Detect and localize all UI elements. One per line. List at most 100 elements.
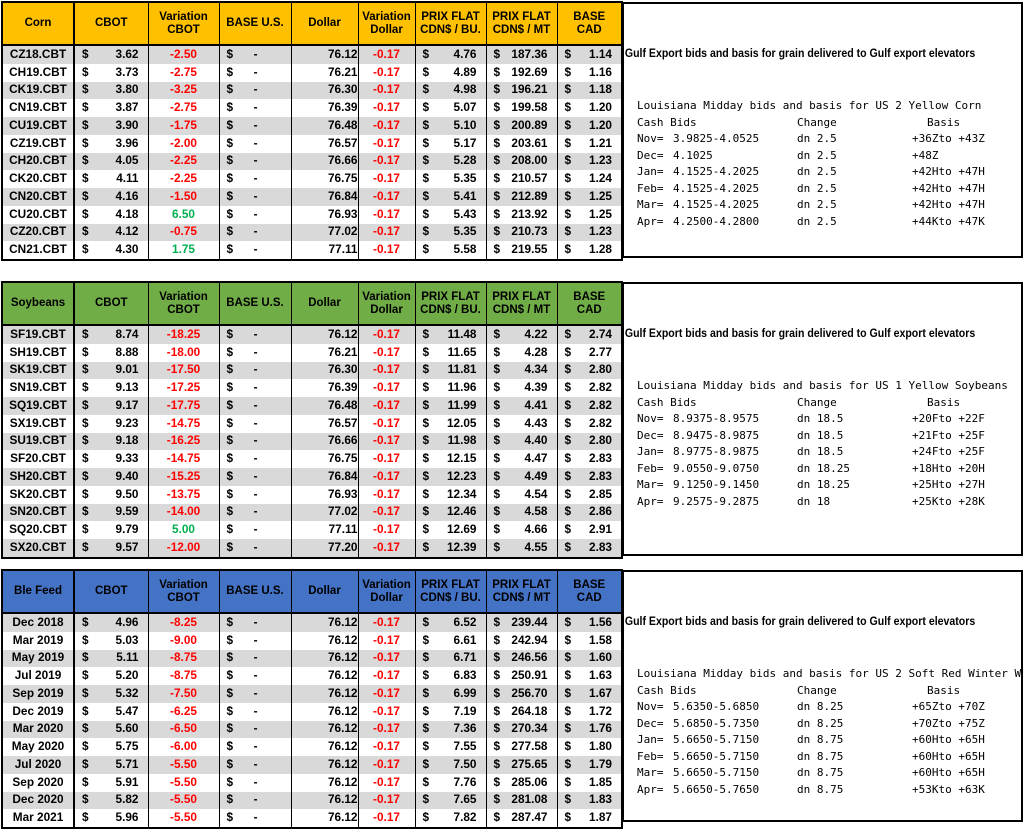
base-us-cell[interactable]: $ - xyxy=(218,223,291,242)
column-header[interactable]: Variation CBOT xyxy=(147,2,219,46)
column-header[interactable]: BASE CAD xyxy=(556,282,622,326)
base-us-cell[interactable]: $ - xyxy=(218,485,291,504)
base-cad-cell[interactable]: $1.20 xyxy=(556,117,622,135)
column-header[interactable]: Dollar xyxy=(290,570,358,614)
variation-dollar-cell[interactable]: -0.17 xyxy=(357,99,415,117)
base-cad-cell[interactable]: $1.85 xyxy=(556,773,622,792)
cbot-price-cell[interactable]: $4.18 xyxy=(73,205,148,224)
flat-price-mt-cell[interactable]: $4.28 xyxy=(485,343,557,362)
base-us-cell[interactable]: $ - xyxy=(218,134,291,153)
base-us-cell[interactable]: $ - xyxy=(218,702,291,721)
contract-label-cell[interactable]: May 2019 xyxy=(11,650,65,665)
flat-price-bu-cell[interactable]: $12.69 xyxy=(414,521,486,539)
base-cad-cell[interactable]: $1.18 xyxy=(556,81,622,100)
column-header[interactable]: CBOT xyxy=(73,2,148,46)
flat-price-mt-cell[interactable]: $264.18 xyxy=(485,702,557,721)
column-header[interactable]: PRIX FLAT CDN$ / BU. xyxy=(414,282,486,326)
column-header[interactable]: Variation CBOT xyxy=(147,282,219,326)
contract-label-cell[interactable]: SX20.CBT xyxy=(9,539,67,554)
table-title-cell[interactable]: Corn xyxy=(2,2,74,46)
base-us-cell[interactable]: $ - xyxy=(218,361,291,380)
flat-price-mt-cell[interactable]: $213.92 xyxy=(485,205,557,224)
variation-dollar-cell[interactable]: -0.17 xyxy=(357,685,415,703)
variation-dollar-cell[interactable]: -0.17 xyxy=(357,117,415,135)
base-cad-cell[interactable]: $2.83 xyxy=(556,450,622,468)
base-cad-cell[interactable]: $2.77 xyxy=(556,343,622,362)
cbot-price-cell[interactable]: $3.96 xyxy=(73,134,148,153)
cbot-price-cell[interactable]: $9.23 xyxy=(73,414,148,433)
column-header[interactable]: PRIX FLAT CDN$ / MT xyxy=(485,570,557,614)
contract-label-cell[interactable]: CN21.CBT xyxy=(9,242,67,257)
base-cad-cell[interactable]: $2.74 xyxy=(556,325,622,344)
flat-price-mt-cell[interactable]: $187.36 xyxy=(485,45,557,64)
flat-price-mt-cell[interactable]: $246.56 xyxy=(485,649,557,668)
base-us-cell[interactable]: $ - xyxy=(218,81,291,100)
variation-cbot-cell[interactable]: -12.00 xyxy=(147,539,219,558)
cbot-price-cell[interactable]: $3.62 xyxy=(73,45,148,64)
variation-cbot-cell[interactable]: 6.50 xyxy=(147,205,219,224)
contract-label-cell[interactable]: CU19.CBT xyxy=(9,117,67,132)
variation-dollar-cell[interactable]: -0.17 xyxy=(357,134,415,153)
flat-price-bu-cell[interactable]: $4.98 xyxy=(414,81,486,100)
cbot-price-cell[interactable]: $5.20 xyxy=(73,667,148,685)
base-us-cell[interactable]: $ - xyxy=(218,379,291,397)
flat-price-bu-cell[interactable]: $12.46 xyxy=(414,503,486,522)
cbot-price-cell[interactable]: $8.74 xyxy=(73,325,148,344)
base-us-cell[interactable]: $ - xyxy=(218,613,291,632)
contract-label-cell[interactable]: CZ20.CBT xyxy=(9,224,67,239)
base-cad-cell[interactable]: $2.82 xyxy=(556,379,622,397)
contract-label-cell[interactable]: CN20.CBT xyxy=(9,188,67,203)
variation-dollar-cell[interactable]: -0.17 xyxy=(357,63,415,82)
flat-price-bu-cell[interactable]: $6.83 xyxy=(414,667,486,685)
cbot-price-cell[interactable]: $9.57 xyxy=(73,539,148,558)
base-us-cell[interactable]: $ - xyxy=(218,450,291,468)
flat-price-bu-cell[interactable]: $5.07 xyxy=(414,99,486,117)
flat-price-bu-cell[interactable]: $12.34 xyxy=(414,485,486,504)
variation-dollar-cell[interactable]: -0.17 xyxy=(357,432,415,451)
variation-cbot-cell[interactable]: -8.25 xyxy=(147,613,219,632)
variation-dollar-cell[interactable]: -0.17 xyxy=(357,503,415,522)
dollar-index-cell[interactable]: 76.75 xyxy=(290,170,358,188)
base-cad-cell[interactable]: $1.25 xyxy=(556,205,622,224)
flat-price-mt-cell[interactable]: $242.94 xyxy=(485,631,557,650)
flat-price-bu-cell[interactable]: $12.39 xyxy=(414,539,486,558)
dollar-index-cell[interactable]: 76.12 xyxy=(290,631,358,650)
base-us-cell[interactable]: $ - xyxy=(218,325,291,344)
flat-price-mt-cell[interactable]: $275.65 xyxy=(485,756,557,774)
contract-label-cell[interactable]: SF19.CBT xyxy=(10,326,66,341)
variation-dollar-cell[interactable]: -0.17 xyxy=(357,379,415,397)
base-cad-cell[interactable]: $1.83 xyxy=(556,791,622,810)
flat-price-bu-cell[interactable]: $5.35 xyxy=(414,223,486,242)
base-cad-cell[interactable]: $1.25 xyxy=(556,188,622,206)
variation-cbot-cell[interactable]: -2.75 xyxy=(147,99,219,117)
column-header[interactable]: PRIX FLAT CDN$ / MT xyxy=(485,2,557,46)
variation-dollar-cell[interactable]: -0.17 xyxy=(357,205,415,224)
flat-price-mt-cell[interactable]: $4.49 xyxy=(485,468,557,486)
contract-label-cell[interactable]: CZ19.CBT xyxy=(9,135,67,150)
base-cad-cell[interactable]: $1.67 xyxy=(556,685,622,703)
base-us-cell[interactable]: $ - xyxy=(218,117,291,135)
base-cad-cell[interactable]: $2.85 xyxy=(556,485,622,504)
contract-label-cell[interactable]: SQ20.CBT xyxy=(9,522,67,537)
column-header[interactable]: PRIX FLAT CDN$ / BU. xyxy=(414,570,486,614)
flat-price-mt-cell[interactable]: $212.89 xyxy=(485,188,557,206)
contract-label-cell[interactable]: SN19.CBT xyxy=(9,380,67,395)
dollar-index-cell[interactable]: 76.21 xyxy=(290,343,358,362)
flat-price-bu-cell[interactable]: $12.15 xyxy=(414,450,486,468)
column-header[interactable]: Dollar xyxy=(290,282,358,326)
base-us-cell[interactable]: $ - xyxy=(218,63,291,82)
variation-dollar-cell[interactable]: -0.17 xyxy=(357,756,415,774)
cbot-price-cell[interactable]: $9.17 xyxy=(73,397,148,415)
base-us-cell[interactable]: $ - xyxy=(218,99,291,117)
dollar-index-cell[interactable]: 76.12 xyxy=(290,738,358,756)
base-cad-cell[interactable]: $1.56 xyxy=(556,613,622,632)
dollar-index-cell[interactable]: 76.84 xyxy=(290,468,358,486)
cbot-price-cell[interactable]: $5.91 xyxy=(73,773,148,792)
column-header[interactable]: Dollar xyxy=(290,2,358,46)
base-cad-cell[interactable]: $1.87 xyxy=(556,809,622,828)
contract-label-cell[interactable]: Mar 2020 xyxy=(12,721,64,736)
variation-cbot-cell[interactable]: -14.75 xyxy=(147,450,219,468)
base-us-cell[interactable]: $ - xyxy=(218,188,291,206)
cbot-price-cell[interactable]: $5.03 xyxy=(73,631,148,650)
variation-cbot-cell[interactable]: -5.50 xyxy=(147,809,219,828)
